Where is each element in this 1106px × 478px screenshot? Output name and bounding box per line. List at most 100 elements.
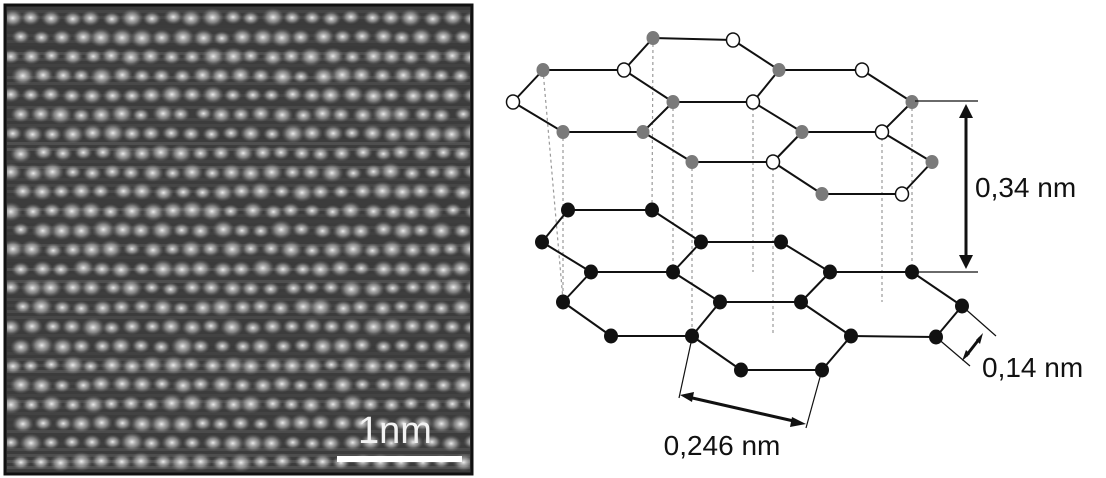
stm-atom-spot [302, 436, 322, 451]
stm-atom-spot [262, 356, 284, 374]
stm-atom-spot [303, 203, 321, 218]
stm-atom-spot [60, 201, 84, 221]
stm-atom-spot [42, 357, 61, 372]
stm-atom-spot [51, 183, 71, 200]
stm-atom-spot [230, 260, 252, 278]
top-bond [652, 37, 734, 41]
stm-atom-spot [213, 339, 232, 354]
stm-atom-spot [342, 125, 362, 141]
stm-atom-spot [150, 259, 175, 279]
stm-atom-spot [81, 124, 104, 142]
stm-atom-spot [281, 202, 301, 218]
stm-atom-spot [230, 415, 251, 432]
stm-atom-spot [170, 414, 195, 435]
top-atom-hollow [505, 94, 521, 110]
stm-atom-spot [22, 397, 41, 413]
top-atom-hollow [725, 32, 741, 48]
stm-atom-spot [440, 124, 464, 144]
stm-atom-spot [374, 146, 393, 161]
stm-atom-spot [141, 435, 162, 452]
stm-scan-line [7, 334, 470, 337]
stm-atom-spot [149, 414, 174, 434]
stm-atom-spot [312, 453, 333, 470]
stm-atom-spot [262, 395, 283, 412]
stm-atom-spot [339, 279, 364, 299]
bottom-atom [794, 294, 808, 310]
stm-atom-spot [301, 280, 321, 295]
stm-atom-spot [249, 181, 273, 201]
stm-atom-spot [402, 86, 425, 105]
stm-atom-spot [469, 114, 470, 117]
stm-atom-spot [31, 221, 55, 240]
stm-atom-spot [240, 124, 262, 143]
stm-atom-spot [300, 396, 322, 414]
stm-atom-spot [403, 433, 424, 451]
stm-atom-spot [7, 239, 25, 259]
stm-atom-spot [132, 261, 152, 277]
stm-atom-spot [271, 413, 294, 432]
stm-atom-spot [353, 377, 372, 392]
stm-atom-spot [292, 69, 310, 84]
stm-atom-spot [290, 29, 311, 46]
stm-atom-spot [322, 396, 344, 413]
stm-atom-spot [200, 240, 221, 257]
stm-atom-spot [179, 239, 203, 259]
stm-atom-spot [150, 220, 174, 240]
stm-atom-spot [181, 86, 203, 103]
stm-atom-spot [189, 259, 212, 279]
stm-atom-spot [331, 184, 351, 200]
stm-atom-spot [301, 87, 323, 104]
stm-scan-line [7, 352, 470, 355]
stm-atom-spot [120, 432, 144, 452]
stm-atom-spot [223, 396, 244, 414]
stm-atom-spot [161, 125, 181, 141]
stm-scan-line [7, 214, 470, 217]
stm-atom-spot [231, 106, 251, 123]
stm-atom-spot [362, 47, 385, 66]
stm-atom-spot [372, 67, 393, 84]
stm-atom-spot [391, 260, 414, 278]
stm-atom-spot [48, 104, 73, 125]
stm-atom-spot [320, 163, 344, 183]
stm-atom-spot [12, 182, 34, 200]
stm-atom-spot [52, 378, 72, 393]
stm-atom-spot [452, 223, 470, 239]
stm-atom-spot [339, 201, 362, 220]
stm-atom-spot [110, 104, 134, 124]
stm-atom-spot [372, 27, 394, 45]
top-bond [881, 131, 933, 163]
stm-atom-spot [342, 49, 362, 65]
stm-atom-spot [119, 278, 143, 298]
stm-atom-spot [210, 67, 231, 85]
stm-atom-spot [422, 10, 443, 27]
stm-atom-spot [11, 29, 30, 44]
stm-atom-spot [81, 395, 105, 414]
stm-atom-spot [422, 434, 442, 450]
stm-atom-spot [243, 87, 262, 103]
stm-atom-spot [131, 338, 151, 354]
stm-atom-spot [201, 356, 224, 375]
stm-atom-spot [221, 125, 241, 141]
stm-atom-spot [271, 375, 293, 393]
stm-atom-spot [20, 9, 41, 26]
stm-atom-spot [91, 183, 111, 199]
stm-atom-spot [460, 123, 470, 143]
stm-atom-spot [312, 223, 333, 239]
stm-atom-spot [200, 279, 222, 297]
stm-atom-spot [460, 49, 470, 66]
stm-atom-spot [50, 221, 74, 241]
stm-atom-spot [180, 162, 204, 182]
stm-atom-spot [72, 28, 94, 46]
stm-atom-spot [231, 28, 254, 47]
stm-atom-spot [361, 124, 384, 143]
stm-atom-spot [151, 29, 173, 47]
top-bond [752, 101, 803, 133]
stm-atom-spot [202, 126, 221, 142]
stm-scan-line [7, 22, 470, 25]
stm-scan-line [7, 430, 470, 433]
stm-atom-spot [381, 358, 401, 374]
stm-atom-spot [130, 182, 154, 201]
stm-atom-spot [169, 144, 193, 163]
top-atom-gray [925, 155, 939, 169]
stm-atom-spot [380, 48, 403, 66]
